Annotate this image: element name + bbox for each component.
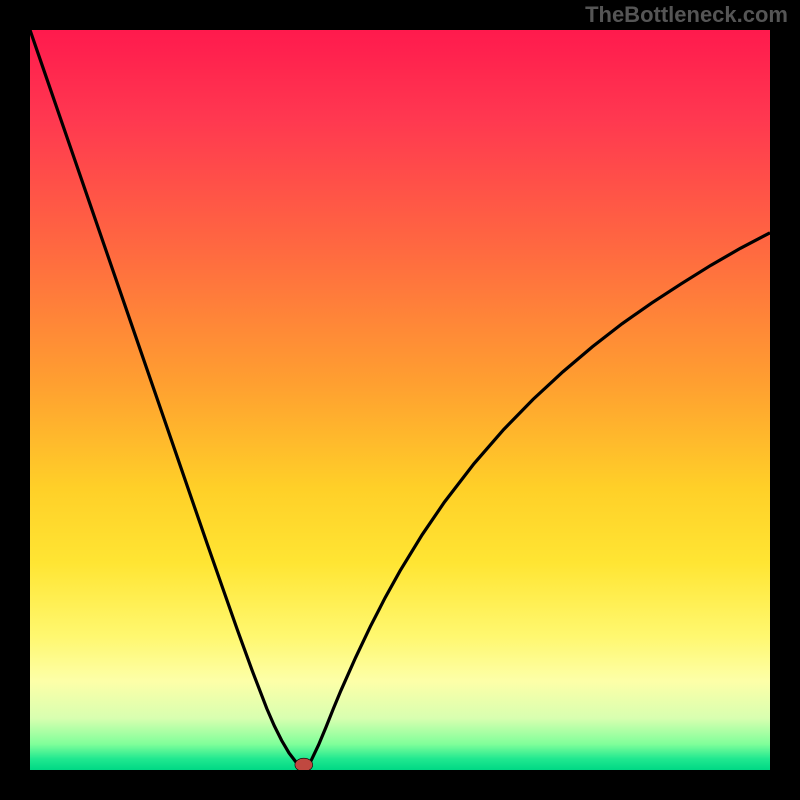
plot-area [30, 30, 770, 770]
curve-layer [30, 30, 770, 770]
bottleneck-curve [30, 30, 770, 770]
minimum-marker [295, 758, 313, 770]
watermark-text: TheBottleneck.com [585, 2, 788, 28]
chart-container: TheBottleneck.com [0, 0, 800, 800]
